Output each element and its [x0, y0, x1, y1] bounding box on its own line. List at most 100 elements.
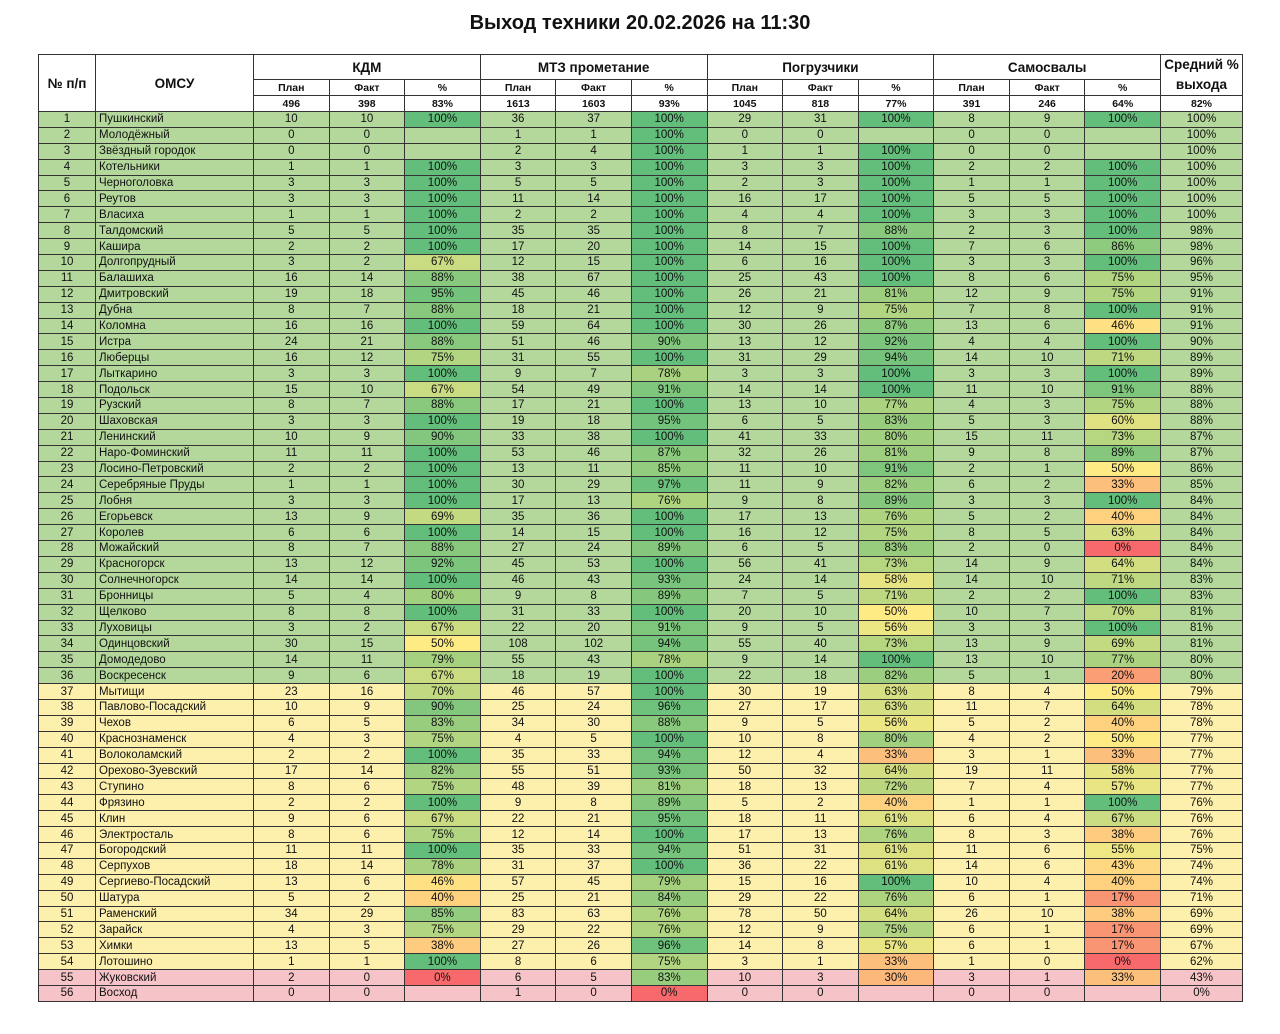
- value-cell: 69%: [1160, 905, 1243, 923]
- value-cell: 9: [253, 667, 330, 685]
- value-cell: 26: [933, 905, 1010, 923]
- value-cell: 37: [555, 857, 632, 875]
- value-cell: 6: [253, 714, 330, 732]
- value-cell: 3: [253, 365, 330, 383]
- value-cell: 31: [782, 841, 859, 859]
- value-cell: 10: [1008, 349, 1086, 367]
- value-cell: 9: [706, 492, 784, 510]
- value-cell: 9: [706, 651, 784, 669]
- value-cell: 8: [933, 269, 1010, 287]
- value-cell: 74%: [1160, 873, 1243, 891]
- value-cell: 1: [1008, 889, 1086, 907]
- percent-cell: 100%: [1084, 174, 1161, 192]
- value-cell: 80%: [1160, 651, 1243, 669]
- value-cell: 53: [555, 555, 632, 573]
- value-cell: 1: [253, 476, 330, 494]
- percent-cell: 100%: [1084, 158, 1161, 176]
- percent-cell: 100%: [857, 238, 935, 256]
- value-cell: 77%: [1160, 778, 1243, 796]
- value-cell: 2: [328, 794, 406, 812]
- percent-cell: 94%: [630, 746, 708, 764]
- value-cell: 18: [706, 778, 784, 796]
- value-cell: 16: [782, 873, 859, 891]
- percent-cell: 100%: [404, 317, 481, 335]
- value-cell: 22: [782, 857, 859, 875]
- omsu-name: Дубна: [95, 301, 254, 319]
- table-row: 7 Власиха 1 1 100% 2 2 100% 4 4 100% 3 3 100% 100%: [38, 206, 1243, 224]
- percent-cell: 100%: [630, 524, 708, 542]
- percent-cell: 94%: [630, 635, 708, 653]
- value-cell: 7: [555, 365, 632, 383]
- value-cell: 40: [782, 635, 859, 653]
- value-cell: 83: [479, 905, 557, 923]
- percent-cell: 43%: [1084, 857, 1161, 875]
- percent-cell: 96%: [630, 698, 708, 716]
- value-cell: 18: [706, 810, 784, 828]
- value-cell: 77%: [1160, 730, 1243, 748]
- value-cell: 11: [706, 476, 784, 494]
- omsu-name: Восход: [95, 984, 254, 1002]
- value-cell: 84%: [1160, 555, 1243, 573]
- percent-cell: 80%: [857, 730, 935, 748]
- value-cell: 2: [933, 222, 1010, 240]
- percent-cell: 87%: [857, 317, 935, 335]
- omsu-name: Луховицы: [95, 619, 254, 637]
- value-cell: 76%: [1160, 826, 1243, 843]
- value-cell: 5: [479, 174, 557, 192]
- value-cell: 46: [555, 444, 632, 462]
- percent-cell: 100%: [404, 603, 481, 621]
- percent-cell: 100%: [1084, 587, 1161, 605]
- omsu-name: Фрязино: [95, 794, 254, 812]
- percent-cell: 100%: [630, 126, 708, 144]
- value-cell: 15: [38, 333, 96, 351]
- percent-cell: 63%: [857, 683, 935, 700]
- value-cell: 89%: [1160, 349, 1243, 367]
- value-cell: 2: [38, 126, 96, 144]
- value-cell: 88%: [1160, 412, 1243, 430]
- value-cell: 26: [555, 937, 632, 955]
- value-cell: 10: [782, 460, 859, 478]
- value-cell: 3: [253, 190, 330, 208]
- value-cell: 8: [253, 397, 330, 414]
- percent-cell: 91%: [630, 619, 708, 637]
- value-cell: 6: [253, 524, 330, 542]
- table-row: 31 Бронницы 5 4 80% 9 8 89% 7 5 71% 2 2 100% 83%: [38, 587, 1243, 605]
- omsu-name: Жуковский: [95, 969, 254, 986]
- value-cell: 6: [933, 476, 1010, 494]
- value-cell: 98%: [1160, 238, 1243, 256]
- value-cell: 100%: [1160, 158, 1243, 176]
- value-cell: 2: [1008, 476, 1086, 494]
- table-row: 8 Талдомский 5 5 100% 35 35 100% 8 7 88% 2 3 100% 98%: [38, 222, 1243, 240]
- value-cell: 2: [253, 746, 330, 764]
- subheader: Факт: [555, 79, 632, 96]
- omsu-name: Истра: [95, 333, 254, 351]
- table-row: 35 Домодедово 14 11 79% 55 43 78% 9 14 100% 13 10 77%…: [38, 651, 1243, 669]
- percent-cell: 50%: [404, 635, 481, 653]
- percent-cell: 40%: [1084, 508, 1161, 526]
- percent-cell: 70%: [1084, 603, 1161, 621]
- percent-cell: 82%: [857, 476, 935, 494]
- value-cell: 2: [1008, 730, 1086, 748]
- value-cell: 3: [328, 921, 406, 939]
- percent-cell: 84%: [630, 889, 708, 907]
- value-cell: 41: [706, 428, 784, 446]
- value-cell: 1: [1008, 460, 1086, 478]
- omsu-name: Можайский: [95, 540, 254, 557]
- percent-cell: 100%: [1084, 301, 1161, 319]
- value-cell: 9: [1008, 285, 1086, 303]
- value-cell: 29: [479, 921, 557, 939]
- value-cell: 21: [555, 810, 632, 828]
- value-cell: 4: [933, 333, 1010, 351]
- value-cell: 0: [1008, 540, 1086, 557]
- table-row: 5 Черноголовка 3 3 100% 5 5 100% 2 3 100% 1 1 100% 100…: [38, 174, 1243, 192]
- value-cell: 13: [253, 555, 330, 573]
- value-cell: 8: [253, 301, 330, 319]
- value-cell: 16: [782, 254, 859, 271]
- percent-cell: 95%: [630, 412, 708, 430]
- value-cell: 6: [555, 953, 632, 971]
- total-cell: 398: [328, 95, 406, 112]
- value-cell: 51: [706, 841, 784, 859]
- value-cell: 3: [1008, 492, 1086, 510]
- value-cell: 45: [479, 555, 557, 573]
- percent-cell: 75%: [404, 921, 481, 939]
